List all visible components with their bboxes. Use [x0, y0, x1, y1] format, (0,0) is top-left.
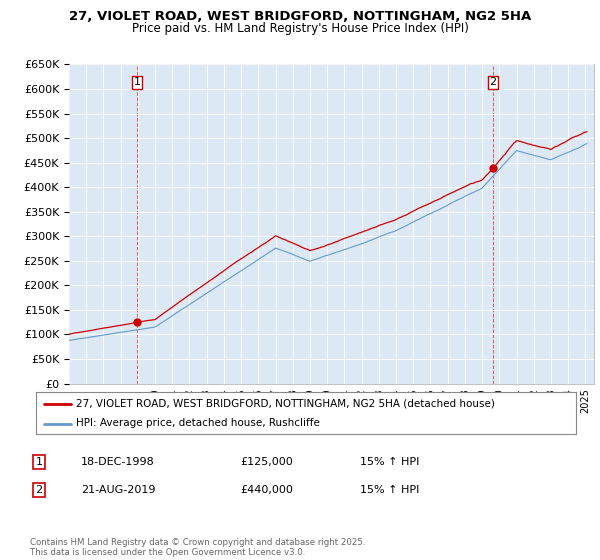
Text: 27, VIOLET ROAD, WEST BRIDGFORD, NOTTINGHAM, NG2 5HA (detached house): 27, VIOLET ROAD, WEST BRIDGFORD, NOTTING…: [77, 399, 496, 409]
Text: 2: 2: [490, 77, 497, 87]
Text: 1: 1: [134, 77, 140, 87]
Text: 27, VIOLET ROAD, WEST BRIDGFORD, NOTTINGHAM, NG2 5HA: 27, VIOLET ROAD, WEST BRIDGFORD, NOTTING…: [69, 10, 531, 23]
Text: 18-DEC-1998: 18-DEC-1998: [81, 457, 155, 467]
Text: Contains HM Land Registry data © Crown copyright and database right 2025.
This d: Contains HM Land Registry data © Crown c…: [30, 538, 365, 557]
Text: 21-AUG-2019: 21-AUG-2019: [81, 485, 155, 495]
Text: £125,000: £125,000: [240, 457, 293, 467]
Text: 1: 1: [35, 457, 43, 467]
Text: Price paid vs. HM Land Registry's House Price Index (HPI): Price paid vs. HM Land Registry's House …: [131, 22, 469, 35]
Text: HPI: Average price, detached house, Rushcliffe: HPI: Average price, detached house, Rush…: [77, 418, 320, 428]
Text: 15% ↑ HPI: 15% ↑ HPI: [360, 457, 419, 467]
Text: 15% ↑ HPI: 15% ↑ HPI: [360, 485, 419, 495]
Text: £440,000: £440,000: [240, 485, 293, 495]
Text: 2: 2: [35, 485, 43, 495]
